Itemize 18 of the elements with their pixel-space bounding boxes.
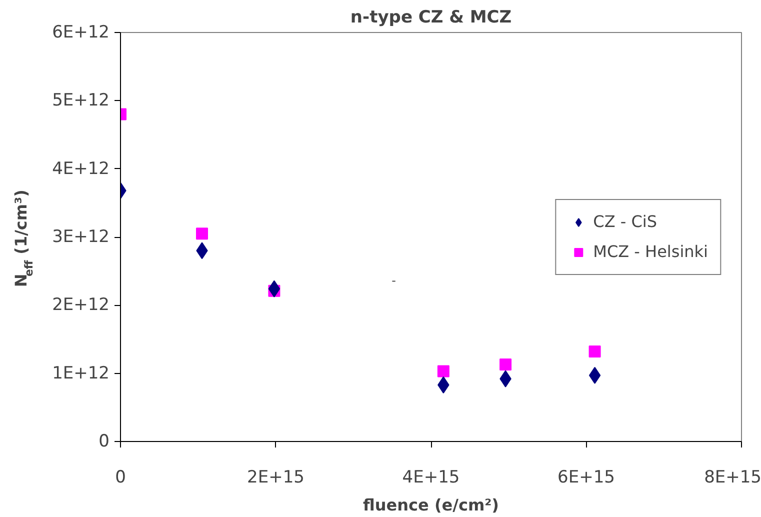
- chart-title: n-type CZ & MCZ: [350, 8, 512, 28]
- y-tick-label: 6E+12: [52, 22, 110, 42]
- x-tick-label: 0: [115, 468, 126, 488]
- x-tick-label: 6E+15: [558, 468, 615, 488]
- legend-label: CZ - CiS: [593, 212, 658, 231]
- x-tick-label: 2E+15: [247, 468, 304, 488]
- annotation: -: [392, 273, 396, 288]
- y-axis-title: Neff (1/cm³): [12, 190, 36, 288]
- x-axis-title: fluence (e/cm²): [363, 496, 499, 514]
- legend-label: MCZ - Helsinki: [593, 242, 708, 261]
- y-tick-label: 5E+12: [52, 90, 110, 111]
- y-tick-label: 0: [98, 432, 110, 452]
- x-tick-label: 8E+15: [704, 468, 761, 488]
- y-tick-label: 3E+12: [52, 227, 110, 247]
- x-tick-label: 4E+15: [402, 468, 460, 488]
- y-tick-label: 2E+12: [52, 295, 110, 316]
- y-tick-label: 4E+12: [52, 158, 110, 179]
- y-tick-label: 1E+12: [52, 363, 110, 384]
